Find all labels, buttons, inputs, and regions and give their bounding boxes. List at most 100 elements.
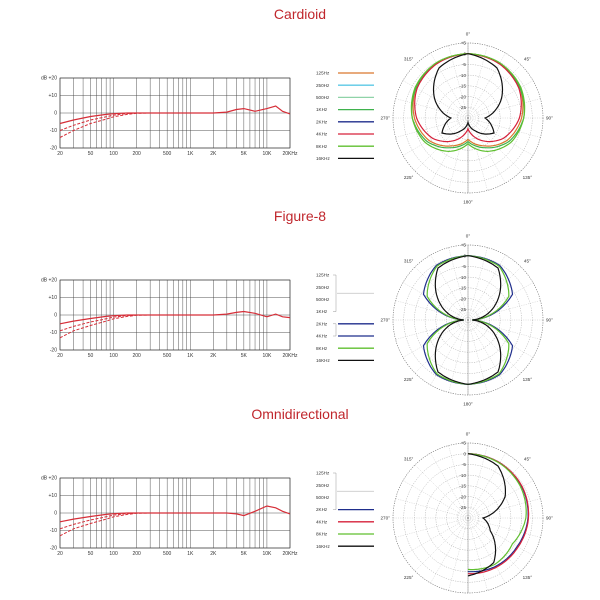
legend-label: 2KHz: [316, 321, 328, 326]
polar-spoke: [395, 300, 469, 321]
x-tick-label: 5K: [241, 353, 248, 359]
polar-spoke: [467, 319, 522, 374]
polar-series-line: [410, 53, 526, 153]
cardioid-section: Cardioid 20 50 100 200 500 1K 2K 5K 10K 20KHz dB +…: [0, 0, 600, 205]
polar-spoke: [448, 117, 469, 191]
x-tick-label: 10K: [262, 353, 272, 359]
x-tick-label: 100: [109, 151, 118, 157]
x-tick-label: 500: [163, 353, 172, 359]
polar-spoke: [467, 117, 488, 191]
omnidirectional-figure: 20 50 100 200 500 1K 2K 5K 10K 20KHz dB +20 +10 0 -10…: [41, 432, 553, 600]
radial-label: -25: [459, 307, 466, 312]
polar-spoke: [402, 282, 469, 321]
radial-label: -15: [459, 286, 466, 291]
response-curve: [59, 310, 291, 325]
polar-spoke: [467, 45, 488, 119]
polar-spoke: [467, 319, 534, 358]
polar-spoke: [448, 45, 469, 119]
frequency-legend: 125Hz 250Hz 500Hz 2KHz 4KHz 8KHz 16KHz: [316, 471, 374, 549]
polar-spoke: [430, 452, 469, 519]
y-tick-label: dB +20: [41, 278, 57, 284]
angle-label: 270°: [380, 516, 390, 521]
legend-label: 4KHz: [316, 519, 328, 524]
angle-label: 45°: [524, 258, 531, 263]
omnidirectional-section: Omnidirectional 20 50 100 200 500 1K 2K 5K 10K 20…: [0, 400, 600, 600]
angle-label: 135°: [523, 575, 533, 580]
x-tick-label: 200: [132, 353, 141, 359]
x-tick-label: 20KHz: [282, 551, 298, 557]
legend-label: 16KHz: [316, 156, 330, 161]
polar-spoke: [467, 300, 541, 321]
polar-spoke: [467, 98, 541, 119]
x-tick-label: 20KHz: [282, 353, 298, 359]
y-tick-label: -20: [50, 348, 57, 354]
radial-label: -15: [459, 484, 466, 489]
radial-label: -25: [459, 105, 466, 110]
polar-spoke: [467, 282, 534, 321]
polar-series-line: [432, 53, 504, 135]
angle-label: 225°: [404, 175, 414, 180]
polar-spoke: [467, 319, 541, 340]
angle-label: 90°: [546, 318, 553, 323]
y-tick-label: -10: [50, 330, 57, 336]
section-title: Figure-8: [273, 208, 327, 224]
x-tick-label: 10K: [262, 151, 272, 157]
polar-spoke: [402, 117, 469, 156]
y-tick-label: 0: [54, 111, 57, 117]
radial-label: -10: [459, 473, 466, 478]
angle-label: 45°: [524, 456, 531, 461]
response-curve: [59, 505, 291, 523]
polar-series-line: [467, 453, 506, 577]
polar-spoke: [467, 117, 522, 172]
angle-label: 315°: [404, 56, 414, 61]
frequency-response-chart: 20 50 100 200 500 1K 2K 5K 10K 20KHz dB +20 +10 0 -10…: [41, 278, 298, 359]
polar-spoke: [448, 445, 469, 519]
x-tick-label: 10K: [262, 551, 272, 557]
radial-label: -10: [459, 275, 466, 280]
response-curve: [59, 105, 291, 125]
y-tick-label: 0: [54, 313, 57, 319]
angle-label: 225°: [404, 575, 414, 580]
radial-label: -20: [459, 494, 466, 499]
polar-series-line: [411, 53, 525, 149]
legend-label: 125Hz: [316, 71, 330, 76]
polar-spoke: [467, 480, 534, 519]
legend-label: 250Hz: [316, 285, 330, 290]
x-tick-label: 20: [57, 353, 63, 359]
x-tick-label: 20KHz: [282, 151, 298, 157]
radial-label: -5: [462, 462, 467, 467]
polar-spoke: [402, 319, 469, 358]
legend-bracket: [333, 472, 337, 510]
radial-label: -20: [459, 296, 466, 301]
angle-label: 270°: [380, 116, 390, 121]
polar-spoke: [467, 517, 534, 556]
plot-frame: [59, 279, 291, 351]
polar-pattern-chart: +50-5-10-15-20-250°45°90°135°180°225°270…: [380, 32, 553, 205]
legend-label: 125Hz: [316, 273, 330, 278]
legend-label: 16KHz: [316, 358, 330, 363]
polar-spoke: [467, 517, 522, 572]
y-tick-label: -10: [50, 128, 57, 134]
legend-label: 500Hz: [316, 95, 330, 100]
polar-spoke: [402, 517, 469, 556]
polar-spoke: [467, 517, 506, 584]
polar-spoke: [430, 517, 469, 584]
legend-label: 4KHz: [316, 132, 328, 137]
radial-label: -5: [462, 62, 467, 67]
plot-frame: [59, 477, 291, 549]
section-title: Omnidirectional: [251, 406, 349, 422]
legend-label: 8KHz: [316, 144, 328, 149]
angle-label: 0°: [466, 32, 471, 37]
x-tick-label: 500: [163, 551, 172, 557]
frequency-legend: 125Hz 250Hz 500Hz 1KHz 2KHz 4KHz 8KHz 16KHz: [316, 273, 374, 363]
polar-spoke: [414, 464, 469, 519]
y-tick-label: +10: [49, 295, 58, 301]
x-tick-label: 100: [109, 551, 118, 557]
proximity-curve: [59, 512, 168, 537]
legend-label: 8KHz: [316, 532, 328, 537]
frequency-response-chart: 20 50 100 200 500 1K 2K 5K 10K 20KHz dB +20 +10 0 -10…: [41, 476, 298, 557]
proximity-curve: [59, 112, 168, 138]
legend-label: 4KHz: [316, 334, 328, 339]
x-tick-label: 200: [132, 151, 141, 157]
section-title: Cardioid: [273, 6, 327, 22]
